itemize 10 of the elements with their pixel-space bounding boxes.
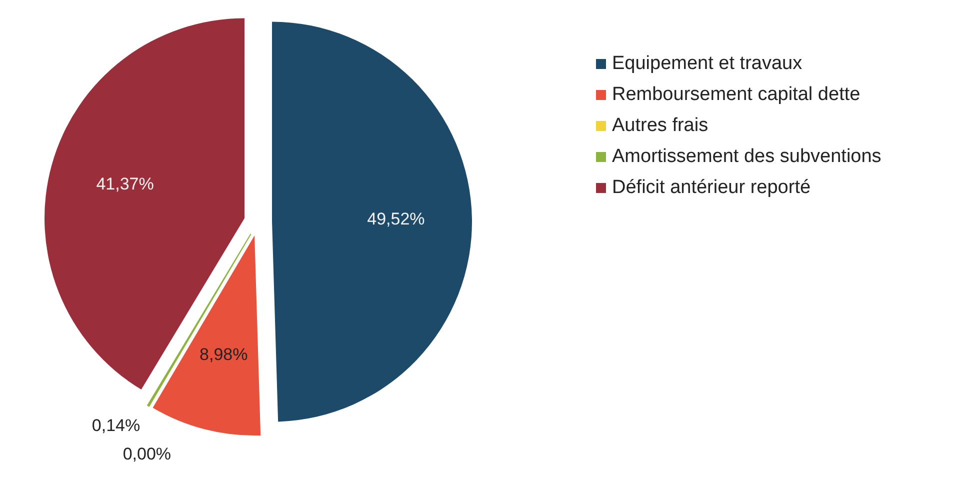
data-label: 8,98%	[200, 345, 248, 364]
legend-label: Amortissement des subventions	[612, 146, 882, 168]
data-label: 41,37%	[96, 174, 154, 194]
text: 0,00%	[122, 444, 172, 464]
legend-label: Remboursement capital dette	[612, 84, 860, 106]
data-label: 49,52%	[367, 209, 425, 228]
legend-label: Autres frais	[612, 115, 708, 136]
data-label: 0,14%	[92, 416, 140, 435]
legend-label: Déficit antérieur reporté	[612, 177, 811, 198]
legend-label: Equipement et travaux	[612, 53, 803, 74]
